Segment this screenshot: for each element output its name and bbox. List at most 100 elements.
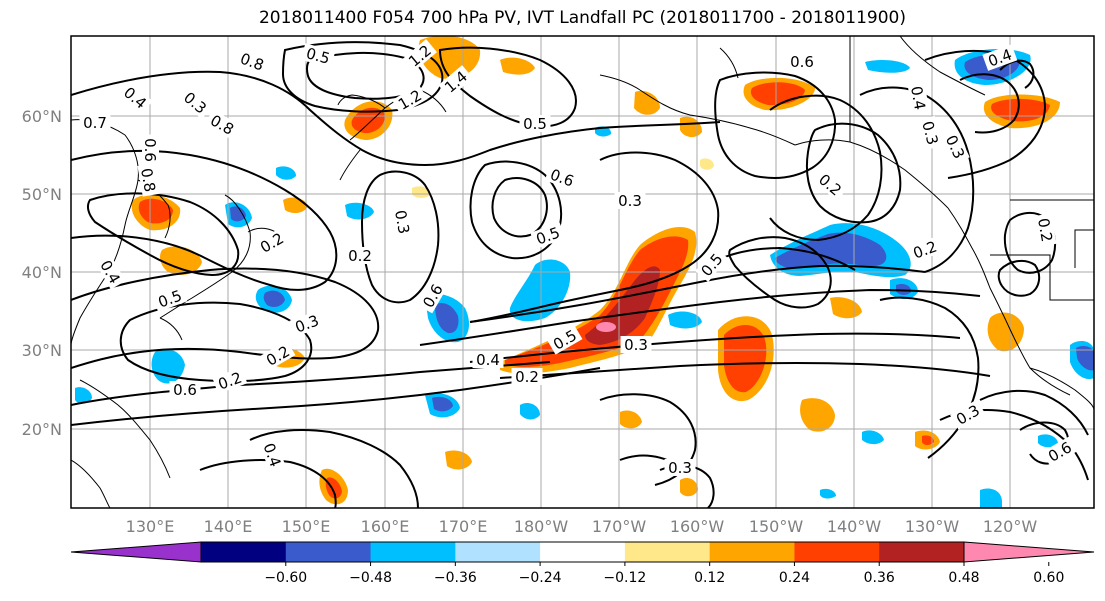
contour-label-text: 0.7 — [83, 114, 107, 132]
contour-label: 0.2 — [344, 247, 376, 265]
contour-label-halo — [142, 134, 159, 166]
contour-label: 0.6 — [786, 53, 818, 71]
contour-label-halo — [544, 164, 580, 191]
contour-label-halo — [169, 381, 201, 398]
shading-yellow — [700, 158, 714, 170]
colorbar-segment — [709, 542, 795, 562]
contour-label-halo — [982, 44, 1018, 71]
contour-label-halo — [620, 336, 652, 353]
shading-orange — [800, 398, 835, 432]
shading-red — [138, 198, 173, 224]
shading-blue — [775, 232, 887, 269]
contour-label: 0.3 — [614, 192, 646, 210]
lon-label-140w: 140°W — [827, 517, 882, 536]
contour-label: 0.6 — [169, 381, 201, 399]
colorbar-frame — [200, 541, 965, 563]
contour-label: 0.3 — [620, 336, 652, 354]
contour-label-halo — [472, 351, 504, 368]
contour-label-halo — [786, 53, 818, 70]
shading-blue — [896, 283, 912, 295]
colorbar-segment — [624, 542, 711, 562]
contour-label-text: 0.2 — [515, 368, 539, 386]
longitude-labels: 130°E 140°E 150°E 160°E 170°E 180°W 170°… — [126, 517, 1038, 536]
lon-label-120w: 120°W — [983, 517, 1038, 536]
contour-label-text: 0.6 — [141, 138, 159, 162]
shading-orange — [620, 410, 642, 429]
contour-label-text: 0.2 — [348, 247, 372, 265]
shading-cyan — [345, 202, 374, 220]
colorbar-extend-max — [963, 541, 1095, 563]
contour-label-halo — [234, 48, 270, 75]
colorbar-segment — [285, 542, 372, 562]
contour-label-halo — [950, 399, 986, 430]
contour-label-halo — [391, 205, 414, 239]
contour-label-halo — [812, 168, 848, 202]
shading-orange — [445, 450, 472, 470]
shading-red — [325, 477, 342, 499]
lon-label-170w: 170°W — [592, 517, 647, 536]
contour-label-halo — [260, 340, 296, 371]
gridlines — [71, 36, 1094, 508]
colorbar-segment — [201, 542, 287, 562]
contour-label-halo — [152, 285, 188, 312]
lat-label-50n: 50°N — [22, 185, 62, 204]
lon-label-160e: 160°E — [361, 517, 410, 536]
contour-label-text: 0.3 — [668, 459, 692, 477]
contour-label-text: 0.4 — [907, 85, 929, 112]
lat-label-40n: 40°N — [22, 263, 62, 282]
contour-label-halo — [907, 81, 930, 115]
contour-label-text: 0.8 — [137, 167, 159, 194]
contour-label-halo — [204, 109, 240, 140]
contour-label: 0.5 — [300, 43, 336, 68]
contour-label: 0.2 — [511, 368, 543, 386]
contour-label-text: 0.5 — [304, 44, 332, 68]
shading-cyan — [820, 488, 836, 499]
colorbar-extend-min — [70, 541, 202, 563]
contour-label-halo — [1034, 213, 1057, 247]
colorbar-tick-label: −0.12 — [603, 570, 646, 586]
contour-label-text: 0.6 — [173, 381, 197, 399]
contour-label-halo — [95, 254, 126, 290]
contour-label-halo — [212, 367, 248, 394]
lon-label-150w: 150°W — [749, 517, 804, 536]
shading-red — [922, 435, 934, 445]
shading-red — [351, 107, 386, 134]
contour-label-halo — [438, 65, 474, 99]
contour-label-halo — [907, 236, 943, 263]
lat-label-60n: 60°N — [22, 107, 62, 126]
contour-label-halo — [941, 129, 970, 165]
shading-cyan — [75, 387, 92, 404]
contour-label-halo — [1042, 436, 1078, 467]
shading-blue — [435, 303, 459, 334]
map-title: 2018011400 F054 700 hPa PV, IVT Landfall… — [258, 8, 906, 28]
contour-label-halo — [519, 115, 551, 132]
shading-yellow — [412, 186, 431, 198]
colorbar-segment — [794, 542, 880, 562]
colorbar-tick-label: −0.48 — [349, 570, 392, 586]
shading-cyan — [1038, 434, 1058, 448]
colorbar-tick-label: 0.24 — [779, 570, 810, 586]
contour-label-halo — [177, 86, 213, 120]
contour-labels: 0.8 0.5 1.21.41.20.6 0.40.30.40.7 0.8 0.50.60… — [79, 39, 1078, 477]
latitude-labels: 60°N 50°N 40°N 30°N 20°N — [22, 107, 62, 439]
contour-label: 0.4 — [907, 81, 930, 115]
colorbar-tick-label: −0.24 — [519, 570, 562, 586]
contour-label-halo — [530, 222, 566, 249]
map-frame — [70, 35, 1095, 509]
shading-orange — [987, 312, 1024, 352]
colorbar-tick-label: 0.36 — [864, 570, 895, 586]
shading-cyan — [865, 60, 910, 73]
lon-label-160w: 160°W — [670, 517, 725, 536]
lat-label-20n: 20°N — [22, 420, 62, 439]
contour-label-halo — [417, 278, 448, 314]
contour-label-halo — [511, 368, 543, 385]
shading-cyan — [520, 403, 540, 420]
contour-label: 0.7 — [79, 114, 111, 132]
contour-label-halo — [344, 247, 376, 264]
colorbar-segment — [879, 542, 965, 562]
contour-label-text: 0.5 — [523, 115, 547, 133]
contour-label: 0.6 — [141, 134, 159, 166]
shading-cyan — [668, 311, 702, 329]
contour-label-halo — [547, 324, 583, 355]
shading-cyan — [509, 259, 571, 322]
